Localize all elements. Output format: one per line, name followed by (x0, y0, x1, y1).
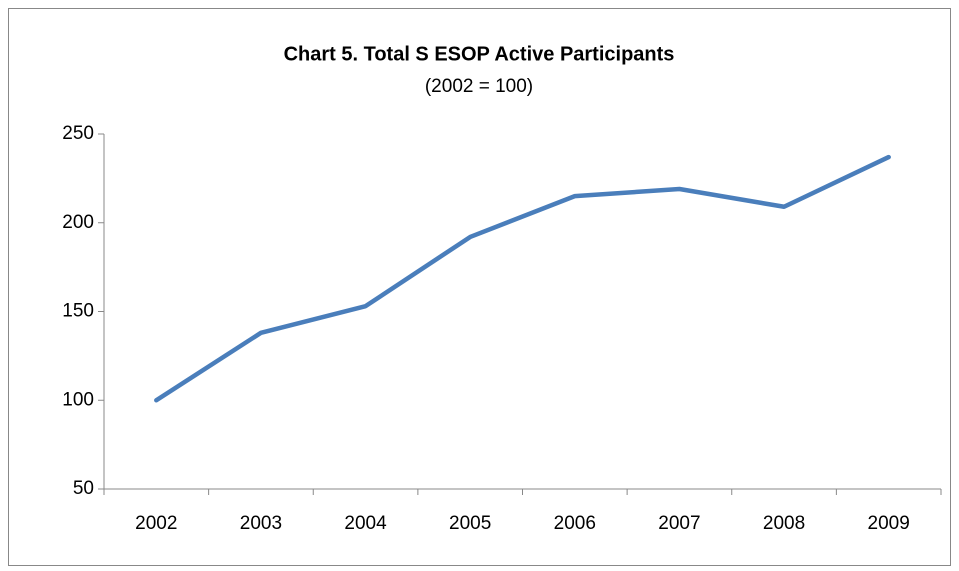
chart-frame (8, 8, 951, 566)
line-series (154, 154, 891, 403)
x-tick-label: 2008 (763, 513, 805, 534)
x-tick-label: 2004 (344, 513, 387, 534)
chart-subtitle: (2002 = 100) (425, 76, 533, 97)
x-tick-label: 2006 (554, 513, 596, 534)
y-tick-label: 100 (62, 389, 94, 410)
y-tick-label: 250 (62, 123, 94, 144)
y-tick-label: 200 (62, 212, 94, 233)
y-tick-label: 150 (62, 301, 94, 322)
x-tick-label: 2009 (868, 513, 910, 534)
chart-title: Chart 5. Total S ESOP Active Participant… (284, 43, 675, 65)
x-tick-label: 2002 (135, 513, 177, 534)
x-tick-label: 2003 (240, 513, 282, 534)
y-tick-label: 50 (73, 478, 94, 499)
x-tick-label: 2005 (449, 513, 491, 534)
x-tick-label: 2007 (658, 513, 700, 534)
